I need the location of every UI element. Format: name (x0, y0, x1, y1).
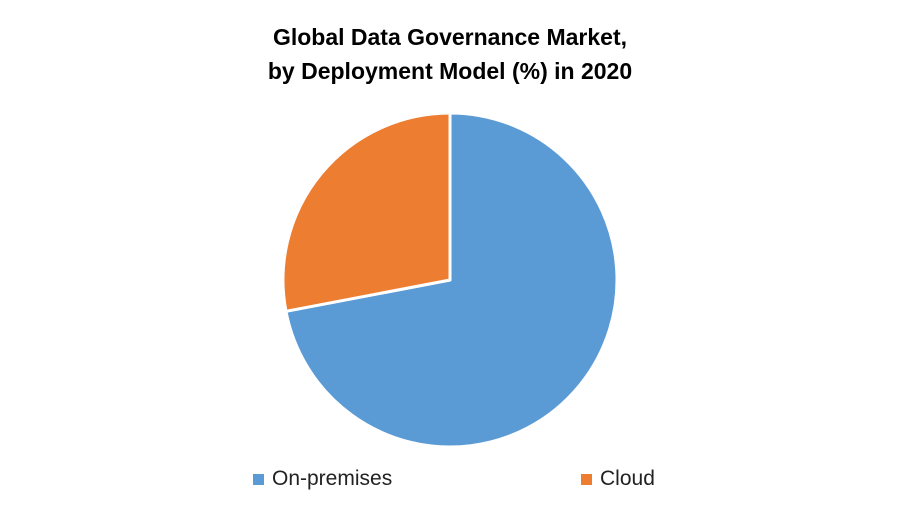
chart-title-line-1: Global Data Governance Market, (272, 24, 628, 50)
legend-swatch-cloud (581, 473, 592, 485)
pie-slice-cloud (281, 111, 452, 313)
chart-title: Global Data Governance Market, by Deploy… (0, 20, 900, 88)
legend-label-cloud: Cloud (600, 467, 655, 490)
legend-swatch-on-premises (253, 473, 264, 485)
legend: On-premises Cloud (0, 467, 900, 493)
legend-label-on-premises: On-premises (272, 467, 393, 490)
legend-item-cloud: Cloud (581, 467, 655, 491)
chart-title-line-2: by Deployment Model (%) in 2020 (267, 58, 633, 84)
legend-item-on-premises: On-premises (253, 467, 392, 491)
